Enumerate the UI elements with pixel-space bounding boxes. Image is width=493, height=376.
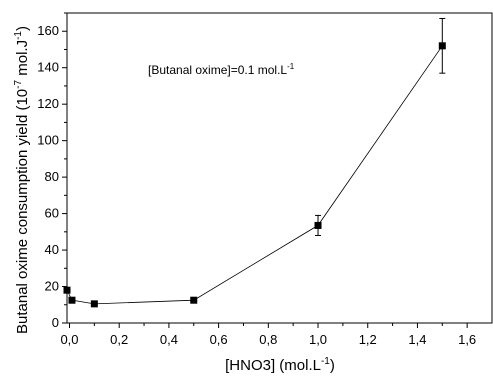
data-point: [68, 296, 76, 304]
y-tick-label: 20: [45, 279, 59, 294]
y-tick-label: 80: [45, 169, 59, 184]
x-tick-label: 1,6: [458, 332, 476, 347]
data-point: [314, 221, 322, 229]
data-point: [63, 286, 71, 294]
x-tick-label: 1,2: [359, 332, 377, 347]
chart-annotation: [Butanal oxime]=0.1 mol.L-1: [148, 62, 295, 77]
data-point: [438, 42, 446, 50]
y-tick-label: 0: [52, 315, 59, 330]
x-tick-label: 0,2: [110, 332, 128, 347]
y-axis-label: Butanal oxime consumption yield (10-7 mo…: [13, 26, 31, 334]
y-axis-ticks: 0 20 40 60 80 100 120 140 160: [37, 12, 67, 330]
x-tick-label: 1,0: [309, 332, 327, 347]
plot-axes: [66, 12, 493, 324]
x-axis-label: [HNO3] (mol.L-1): [225, 356, 335, 374]
y-tick-label: 160: [37, 23, 59, 38]
x-tick-label: 0,6: [210, 332, 228, 347]
series-line: [66, 45, 443, 305]
y-tick-label: 100: [37, 133, 59, 148]
data-series: [63, 17, 446, 308]
y-tick-label: 140: [37, 60, 59, 75]
plot-frame: [66, 12, 493, 324]
x-tick-label: 1,4: [408, 332, 426, 347]
data-point: [90, 300, 98, 308]
y-tick-label: 60: [45, 206, 59, 221]
data-point: [190, 296, 198, 304]
x-tick-label: 0,8: [259, 332, 277, 347]
y-tick-label: 120: [37, 96, 59, 111]
x-tick-label: 0,0: [60, 332, 78, 347]
y-tick-label: 40: [45, 242, 59, 257]
x-tick-label: 0,4: [160, 332, 178, 347]
x-axis-ticks: 0,0 0,2 0,4 0,6 0,8 1,0 1,2 1,4 1,6: [60, 323, 476, 347]
